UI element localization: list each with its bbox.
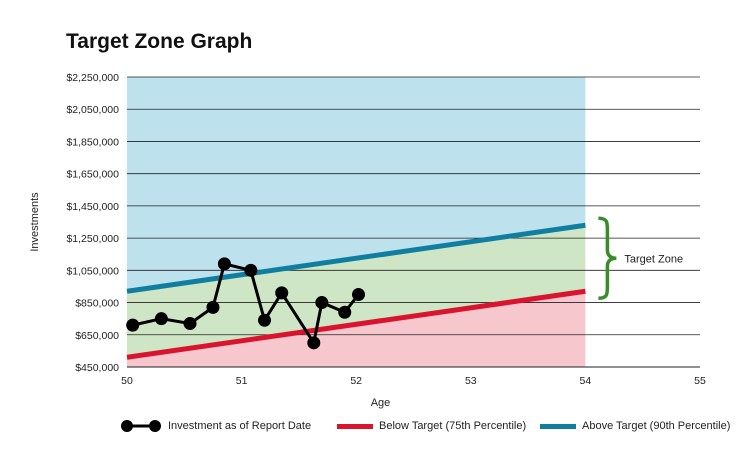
y-tick-label: $1,850,000: [66, 136, 119, 148]
investment-point: [154, 312, 168, 326]
below-target-line: [126, 288, 586, 360]
investment-point: [338, 305, 352, 319]
investment-point: [126, 318, 140, 332]
y-tick-label: $650,000: [75, 330, 119, 342]
investment-point: [307, 336, 321, 350]
legend-item-below-target: Below Target (75th Percentile): [337, 416, 526, 436]
investment-point: [275, 286, 289, 300]
above-target-zone: [127, 77, 586, 292]
chart-title: Target Zone Graph: [66, 30, 253, 53]
target-zone-brace: [598, 216, 617, 301]
investment-point: [315, 296, 329, 310]
y-tick-label: $2,250,000: [66, 72, 119, 84]
legend-swatch-below-target: [337, 423, 373, 429]
x-tick-label: 51: [236, 375, 248, 387]
investment-point: [244, 263, 258, 277]
x-tick-label: 52: [350, 375, 362, 387]
investment-point: [183, 317, 197, 330]
above-target-line: [126, 222, 586, 294]
legend-label-investment: Investment as of Report Date: [168, 420, 312, 432]
x-tick-label: 55: [694, 375, 706, 387]
x-tick-label: 50: [121, 375, 133, 387]
legend-item-above-target: Above Target (90th Percentile): [540, 416, 730, 436]
investment-point: [351, 288, 365, 301]
legend-item-investment: Investment as of Report Date: [120, 416, 311, 436]
y-tick-label: $1,450,000: [66, 201, 119, 213]
legend: Investment as of Report Date Below Targe…: [0, 416, 750, 438]
y-tick-label: $850,000: [75, 298, 119, 310]
target-zone-annotation: Target Zone: [624, 253, 683, 265]
y-tick-label: $1,250,000: [66, 233, 119, 245]
investment-point: [217, 257, 231, 271]
y-tick-label: $1,050,000: [66, 265, 119, 277]
investment-point: [206, 300, 220, 314]
x-axis-title: Age: [371, 397, 391, 409]
y-tick-label: $2,050,000: [66, 104, 119, 116]
legend-marker-investment: [121, 420, 161, 432]
y-tick-label: $450,000: [75, 362, 119, 374]
investment-point: [258, 313, 272, 327]
y-axis-title: Investments: [29, 192, 41, 252]
x-tick-label: 54: [580, 375, 592, 387]
legend-label-above-target: Above Target (90th Percentile): [582, 420, 731, 432]
legend-swatch-above-target: [540, 423, 576, 429]
x-tick-label: 53: [465, 375, 477, 387]
y-tick-label: $1,650,000: [66, 169, 119, 181]
legend-label-below-target: Below Target (75th Percentile): [379, 420, 527, 432]
